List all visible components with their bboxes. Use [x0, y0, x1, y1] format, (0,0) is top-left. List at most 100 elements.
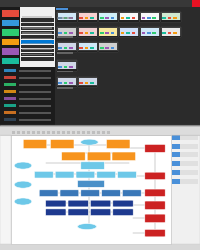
Bar — [2, 59, 19, 65]
Bar — [69, 83, 73, 85]
Bar — [100, 33, 104, 35]
Bar — [85, 48, 88, 50]
Bar — [120, 14, 138, 21]
Bar — [64, 83, 67, 85]
FancyBboxPatch shape — [145, 230, 165, 237]
Bar — [42, 131, 45, 134]
Bar — [78, 12, 97, 23]
Bar — [57, 12, 77, 23]
Bar — [57, 21, 77, 23]
Bar — [168, 33, 171, 35]
Bar — [85, 33, 88, 35]
Bar — [173, 18, 177, 20]
Bar — [126, 18, 130, 20]
FancyBboxPatch shape — [102, 190, 120, 197]
Bar — [37, 131, 40, 134]
Bar — [119, 12, 139, 23]
Bar — [58, 66, 62, 68]
Bar — [161, 12, 181, 23]
Bar — [57, 28, 77, 38]
FancyBboxPatch shape — [34, 172, 53, 178]
Bar — [69, 48, 73, 50]
Bar — [99, 44, 117, 51]
Bar — [79, 44, 97, 51]
Bar — [162, 29, 180, 36]
Bar — [69, 33, 73, 35]
Bar — [57, 36, 77, 38]
FancyBboxPatch shape — [68, 200, 88, 207]
FancyBboxPatch shape — [90, 200, 111, 207]
Bar — [97, 131, 100, 134]
FancyBboxPatch shape — [39, 190, 58, 197]
Bar — [147, 33, 151, 35]
Bar — [57, 72, 73, 73]
Bar — [57, 88, 73, 90]
FancyBboxPatch shape — [55, 172, 74, 178]
Bar — [119, 36, 139, 38]
Bar — [141, 14, 159, 21]
Ellipse shape — [77, 224, 97, 230]
Bar — [90, 18, 94, 20]
Ellipse shape — [14, 198, 32, 205]
Bar — [105, 48, 109, 50]
Bar — [140, 36, 160, 38]
FancyBboxPatch shape — [145, 214, 165, 223]
FancyBboxPatch shape — [122, 190, 141, 197]
Bar — [2, 49, 19, 56]
Bar — [79, 79, 97, 86]
Bar — [21, 36, 54, 40]
Bar — [79, 14, 97, 21]
Bar — [172, 144, 180, 149]
Bar — [19, 98, 51, 100]
Bar — [121, 33, 124, 35]
Bar — [2, 21, 19, 27]
Bar — [64, 33, 67, 35]
Bar — [172, 135, 198, 140]
FancyBboxPatch shape — [113, 200, 133, 207]
Bar — [99, 12, 118, 23]
Bar — [57, 18, 73, 20]
Bar — [161, 28, 181, 38]
FancyBboxPatch shape — [87, 152, 111, 161]
FancyBboxPatch shape — [81, 190, 100, 197]
FancyBboxPatch shape — [106, 140, 130, 149]
Bar — [22, 49, 52, 50]
Ellipse shape — [14, 181, 32, 188]
Bar — [78, 78, 97, 88]
Bar — [58, 18, 62, 20]
Bar — [100, 18, 104, 20]
Bar — [119, 21, 139, 23]
Bar — [161, 21, 181, 23]
Bar — [4, 70, 16, 73]
Bar — [78, 21, 97, 23]
Bar — [58, 62, 76, 70]
Bar — [99, 43, 118, 53]
Bar — [21, 54, 54, 57]
Bar — [111, 48, 114, 50]
Bar — [99, 21, 118, 23]
Bar — [69, 18, 73, 20]
Bar — [4, 84, 16, 87]
Bar — [57, 37, 73, 39]
Bar — [162, 18, 166, 20]
Bar — [62, 131, 65, 134]
Bar — [19, 120, 51, 122]
Bar — [64, 48, 67, 50]
FancyBboxPatch shape — [90, 209, 111, 216]
Bar — [132, 18, 135, 20]
Bar — [192, 0, 200, 8]
Bar — [32, 131, 35, 134]
Bar — [152, 33, 156, 35]
Bar — [0, 68, 55, 126]
Bar — [152, 18, 156, 20]
Bar — [173, 33, 177, 35]
Bar — [99, 36, 118, 38]
Bar — [105, 18, 109, 20]
Bar — [22, 17, 52, 19]
Bar — [21, 50, 54, 53]
Bar — [21, 24, 54, 27]
Bar — [58, 44, 76, 51]
Bar — [56, 9, 68, 11]
Bar — [27, 131, 30, 134]
FancyBboxPatch shape — [81, 162, 104, 170]
